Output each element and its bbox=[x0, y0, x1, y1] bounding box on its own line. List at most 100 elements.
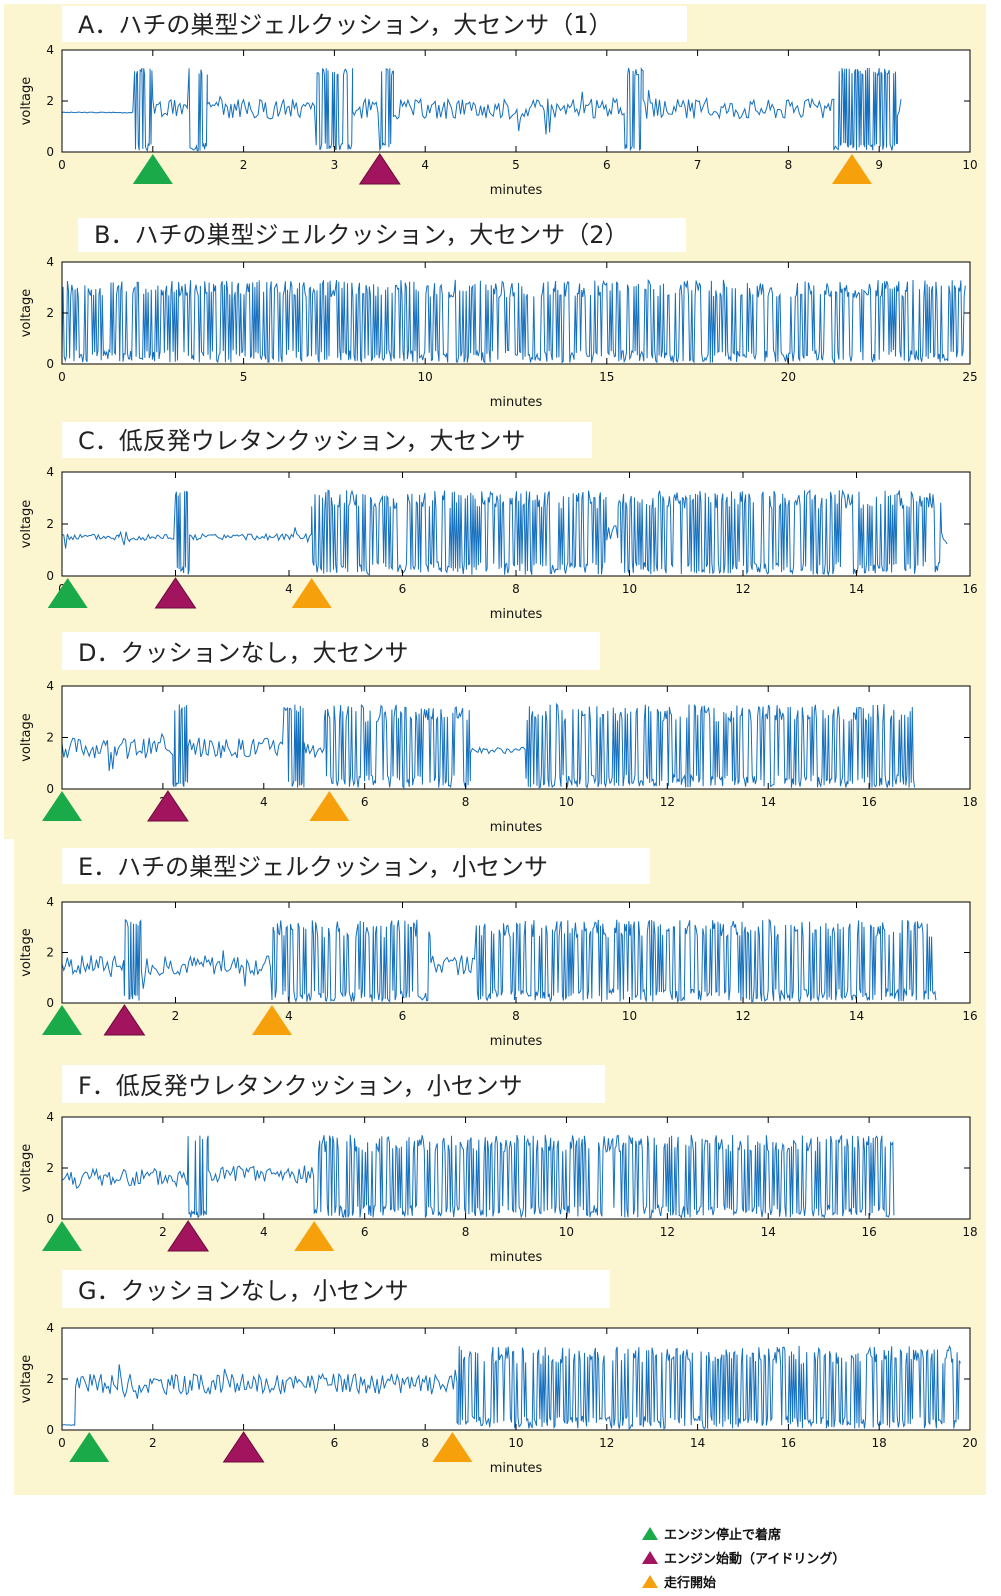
event-marker-driving-start bbox=[831, 154, 872, 184]
x-tick-label: 10 bbox=[559, 1225, 574, 1239]
x-tick-label: 4 bbox=[285, 582, 293, 596]
x-tick-label: 0 bbox=[58, 370, 66, 384]
legend-label: 走行開始 bbox=[664, 1575, 717, 1591]
signal-trace bbox=[61, 278, 966, 364]
y-tick-label: 4 bbox=[46, 255, 54, 269]
x-tick-label: 18 bbox=[962, 795, 977, 809]
x-tick-label: 14 bbox=[690, 1436, 705, 1450]
x-axis-label: minutes bbox=[490, 1250, 543, 1265]
y-axis-label: voltage bbox=[19, 713, 34, 762]
chart-title-box bbox=[62, 632, 600, 670]
chart-title: A．ハチの巣型ジェルクッション，大センサ（1） bbox=[78, 11, 613, 39]
y-tick-label: 0 bbox=[46, 782, 54, 796]
chart-title: E．ハチの巣型ジェルクッション，小センサ bbox=[78, 853, 548, 881]
event-marker-engine-start-idle bbox=[358, 153, 401, 185]
x-tick-label: 6 bbox=[603, 158, 611, 172]
legend-item-engine-start-idle: エンジン始動（アイドリング） bbox=[642, 1545, 942, 1569]
y-tick-label: 0 bbox=[46, 1212, 54, 1226]
event-marker-engine-start-idle bbox=[154, 577, 197, 609]
y-tick-label: 2 bbox=[46, 517, 54, 531]
event-marker-engine-stop-seat bbox=[42, 1221, 82, 1251]
chart-panel-a: A．ハチの巣型ジェルクッション，大センサ（1）012345678910024mi… bbox=[19, 6, 978, 198]
x-tick-label: 10 bbox=[622, 582, 637, 596]
signal-trace bbox=[61, 702, 915, 789]
x-axis-label: minutes bbox=[490, 1461, 543, 1476]
x-tick-label: 5 bbox=[512, 158, 520, 172]
chart-panel-g: G．クッションなし，小センサ02468101214161820024minute… bbox=[19, 1270, 978, 1476]
chart-panel-b: B．ハチの巣型ジェルクッション，大センサ（2） 0 5 10 15 20 25 0 2 4 minu… bbox=[19, 218, 978, 410]
x-tick-label: 12 bbox=[660, 1225, 675, 1239]
event-marker-driving-start bbox=[294, 1221, 335, 1251]
y-tick-label: 2 bbox=[46, 731, 54, 745]
signal-trace bbox=[61, 66, 902, 152]
chart-title: G．クッションなし，小センサ bbox=[78, 1277, 409, 1305]
event-marker-engine-stop-seat bbox=[47, 578, 88, 608]
y-axis-label: voltage bbox=[19, 1144, 34, 1193]
x-axis-label: minutes bbox=[490, 607, 543, 622]
figure-canvas: A．ハチの巣型ジェルクッション，大センサ（1） 0 12 3 4 5 6 7 8 9 10 0 2 4 mi… bbox=[19, 6, 978, 1476]
event-marker-engine-stop-seat bbox=[42, 791, 82, 821]
x-tick-label: 6 bbox=[399, 1009, 407, 1023]
x-tick-label: 12 bbox=[660, 795, 675, 809]
x-tick-label: 2 bbox=[172, 1009, 180, 1023]
x-tick-label: 10 bbox=[418, 370, 433, 384]
x-tick-label: 8 bbox=[421, 1436, 429, 1450]
x-tick-label: 16 bbox=[861, 1225, 876, 1239]
chart-title-box bbox=[62, 422, 592, 458]
y-tick-label: 2 bbox=[46, 946, 54, 960]
y-axis-label: voltage bbox=[19, 289, 34, 338]
x-tick-label: 20 bbox=[781, 370, 796, 384]
x-tick-label: 10 bbox=[622, 1009, 637, 1023]
chart-title-box bbox=[62, 6, 687, 42]
x-tick-label: 14 bbox=[849, 582, 864, 596]
x-tick-label: 6 bbox=[361, 795, 369, 809]
x-tick-label: 20 bbox=[962, 1436, 977, 1450]
event-marker-engine-stop-seat bbox=[42, 1005, 82, 1035]
x-tick-label: 16 bbox=[781, 1436, 796, 1450]
x-tick-label: 16 bbox=[962, 1009, 977, 1023]
x-tick-label: 8 bbox=[462, 795, 470, 809]
x-tick-label: 4 bbox=[285, 1009, 293, 1023]
x-tick-label: 4 bbox=[260, 1225, 268, 1239]
chart-title: F．低反発ウレタンクッション，小センサ bbox=[78, 1072, 523, 1100]
x-tick-label: 5 bbox=[240, 370, 248, 384]
y-tick-label: 2 bbox=[46, 1161, 54, 1175]
chart-panel-d: D．クッションなし，大センサ024681012141618024minutesv… bbox=[19, 632, 978, 835]
legend-item-driving-start: 走行開始 bbox=[642, 1569, 942, 1593]
event-marker-engine-start-idle bbox=[167, 1220, 210, 1252]
event-marker-driving-start bbox=[251, 1005, 292, 1035]
y-tick-label: 0 bbox=[46, 569, 54, 583]
green-triangle-icon bbox=[642, 1526, 658, 1540]
chart-title: D．クッションなし，大センサ bbox=[78, 639, 408, 667]
x-tick-label: 10 bbox=[962, 158, 977, 172]
y-tick-label: 2 bbox=[46, 1372, 54, 1386]
x-tick-label: 8 bbox=[785, 158, 793, 172]
x-tick-label: 8 bbox=[512, 582, 520, 596]
x-axis-label: minutes bbox=[490, 820, 543, 835]
event-marker-driving-start bbox=[309, 791, 350, 821]
y-tick-label: 4 bbox=[46, 1321, 54, 1335]
chart-title-box bbox=[62, 1270, 610, 1308]
y-tick-label: 0 bbox=[46, 357, 54, 371]
x-tick-label: 0 bbox=[58, 1436, 66, 1450]
x-tick-label: 2 bbox=[159, 1225, 167, 1239]
chart-title: B．ハチの巣型ジェルクッション，大センサ（2） bbox=[94, 221, 629, 249]
y-tick-label: 4 bbox=[46, 895, 54, 909]
plot-area bbox=[62, 686, 970, 789]
x-tick-label: 4 bbox=[421, 158, 429, 172]
y-axis-label: voltage bbox=[19, 928, 34, 977]
x-tick-label: 12 bbox=[735, 582, 750, 596]
y-tick-label: 2 bbox=[46, 94, 54, 108]
x-tick-label: 10 bbox=[508, 1436, 523, 1450]
y-axis-label: voltage bbox=[19, 1355, 34, 1404]
x-tick-label: 2 bbox=[240, 158, 248, 172]
x-tick-label: 18 bbox=[872, 1436, 887, 1450]
legend: エンジン停止で着席 エンジン始動（アイドリング） 走行開始 bbox=[642, 1521, 942, 1593]
y-axis-label: voltage bbox=[19, 500, 34, 549]
purple-triangle-icon bbox=[642, 1550, 658, 1564]
legend-label: エンジン停止で着席 bbox=[664, 1527, 782, 1543]
signal-trace bbox=[61, 918, 937, 1003]
event-marker-engine-stop-seat bbox=[132, 154, 173, 184]
chart-title-box bbox=[62, 848, 650, 884]
x-tick-label: 9 bbox=[875, 158, 883, 172]
